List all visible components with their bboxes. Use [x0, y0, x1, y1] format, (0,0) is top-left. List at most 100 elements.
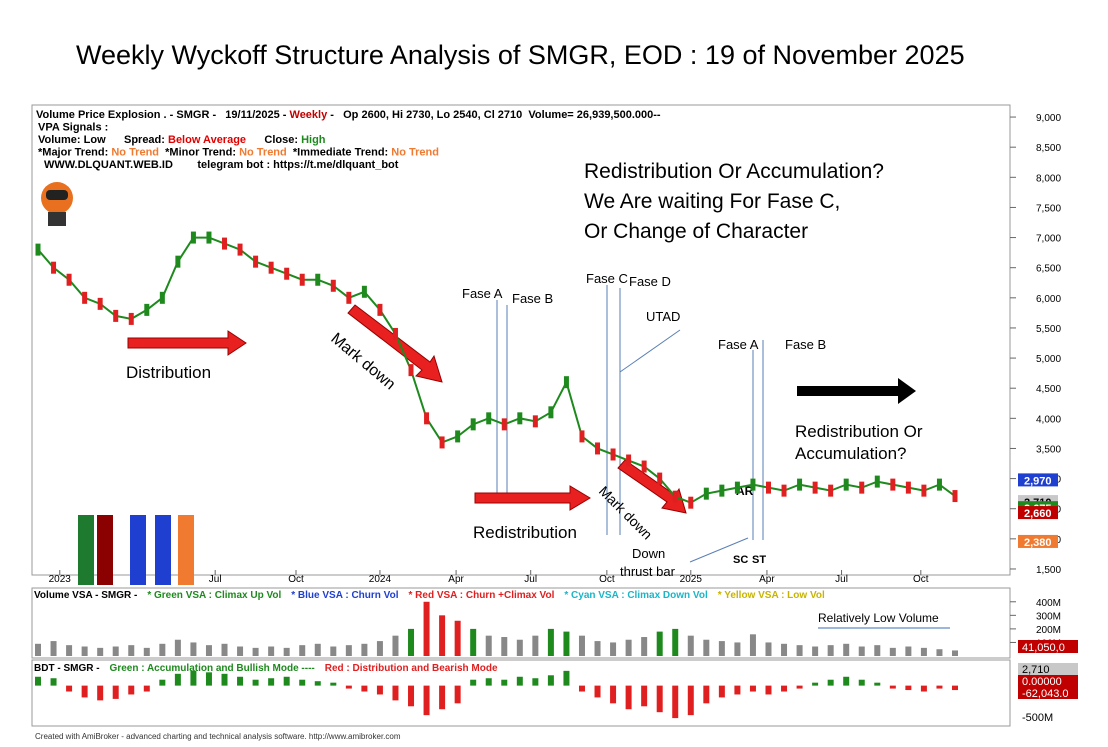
- header-item: No Trend: [391, 147, 439, 159]
- bar: [97, 685, 104, 701]
- bar: [112, 646, 119, 656]
- price-bar: [97, 297, 103, 310]
- price-bar: [890, 478, 896, 491]
- price-bar: [641, 460, 647, 473]
- bdt-tag: -500M: [1022, 712, 1053, 724]
- x-tick-label: Jul: [209, 574, 222, 585]
- page-title: Weekly Wyckoff Structure Analysis of SMG…: [76, 40, 965, 70]
- header-item: Below Average: [168, 134, 246, 146]
- bar: [50, 678, 57, 686]
- header-item: No Trend: [111, 147, 159, 159]
- annotation: thrust bar: [620, 564, 676, 579]
- y-tick-label: 300M: [1036, 611, 1061, 622]
- bar: [843, 676, 850, 686]
- header-item: Spread:: [106, 134, 168, 146]
- price-bar: [765, 481, 771, 494]
- bar: [749, 634, 756, 656]
- price-bar: [952, 490, 958, 503]
- y-tick-label: 7,000: [1036, 234, 1061, 245]
- price-bar: [299, 273, 305, 286]
- bar: [470, 628, 477, 656]
- bar: [889, 685, 896, 689]
- header-line: WWW.DLQUANT.WEB.ID telegram bot : https:…: [44, 159, 399, 171]
- price-bar: [113, 309, 119, 322]
- bar: [159, 679, 166, 686]
- bar: [345, 645, 352, 656]
- bar: [128, 685, 135, 695]
- price-bar: [797, 478, 803, 491]
- price-bar: [206, 231, 212, 244]
- bar: [796, 685, 803, 689]
- bar: [66, 645, 73, 656]
- bar: [610, 685, 617, 704]
- price-bar: [781, 484, 787, 497]
- y-tick-label: 6,000: [1036, 294, 1061, 305]
- bar: [439, 685, 446, 710]
- price-pane: [31, 104, 1011, 576]
- header-item: Volume: Low: [38, 134, 106, 146]
- bar: [610, 642, 617, 656]
- bar: [501, 637, 508, 656]
- bar: [501, 679, 508, 686]
- price-bar: [315, 273, 321, 286]
- bar: [314, 681, 321, 686]
- bar: [205, 672, 212, 686]
- price-bar: [921, 484, 927, 497]
- bar: [330, 646, 337, 656]
- bar: [734, 685, 741, 695]
- bar: [392, 635, 399, 656]
- bar: [408, 628, 415, 656]
- bdt-pane: [31, 659, 1011, 727]
- x-tick-label: 2025: [680, 574, 703, 585]
- annotation: Redistribution Or: [795, 422, 923, 441]
- legend-entry: * Green VSA : Climax Up Vol: [147, 590, 281, 601]
- bar: [594, 641, 601, 656]
- bar: [578, 685, 585, 692]
- price-bar: [392, 327, 398, 340]
- annotation: Redistribution Or Accumulation?: [584, 160, 884, 183]
- price-bar: [548, 406, 554, 419]
- bar: [952, 650, 958, 656]
- price-tag-label: 2,970: [1024, 475, 1052, 487]
- bar: [112, 685, 119, 699]
- annotation: Fase C: [586, 271, 628, 286]
- bar: [703, 639, 710, 656]
- bar: [485, 635, 492, 656]
- annotation: Distribution: [126, 363, 211, 382]
- y-tick-label: 7,500: [1036, 203, 1061, 214]
- volume-tag-box: [1018, 640, 1078, 653]
- bar: [128, 645, 135, 656]
- bar: [734, 642, 741, 656]
- bar: [299, 645, 306, 656]
- price-bar: [144, 303, 150, 316]
- price-bar: [595, 442, 601, 455]
- price-bar: [190, 231, 196, 244]
- y-tick-label: 8,000: [1036, 173, 1061, 184]
- bar: [516, 639, 523, 656]
- header-item: *Minor Trend:: [159, 147, 239, 159]
- bar: [237, 646, 244, 656]
- price-tag: [1018, 506, 1058, 520]
- bar: [827, 679, 834, 686]
- price-bar: [579, 430, 585, 443]
- header-item: Weekly: [286, 109, 328, 121]
- price-bar: [66, 273, 72, 286]
- bar: [812, 646, 819, 656]
- annotation: Fase A: [462, 286, 503, 301]
- annotation: SC: [733, 554, 748, 566]
- bar: [532, 635, 539, 656]
- bar: [936, 649, 943, 656]
- header-line: *Major Trend: No Trend *Minor Trend: No …: [38, 147, 439, 159]
- bar: [221, 643, 228, 656]
- bar: [376, 641, 383, 656]
- price-bar: [657, 472, 663, 485]
- y-tick-label: 4,500: [1036, 384, 1061, 395]
- y-tick-label: 3,500: [1036, 444, 1061, 455]
- bar: [547, 628, 554, 656]
- bar: [563, 670, 570, 686]
- price-bar: [237, 243, 243, 256]
- price-bar: [377, 303, 383, 316]
- bar: [858, 679, 865, 686]
- volume-title: Volume VSA - SMGR -: [34, 590, 137, 601]
